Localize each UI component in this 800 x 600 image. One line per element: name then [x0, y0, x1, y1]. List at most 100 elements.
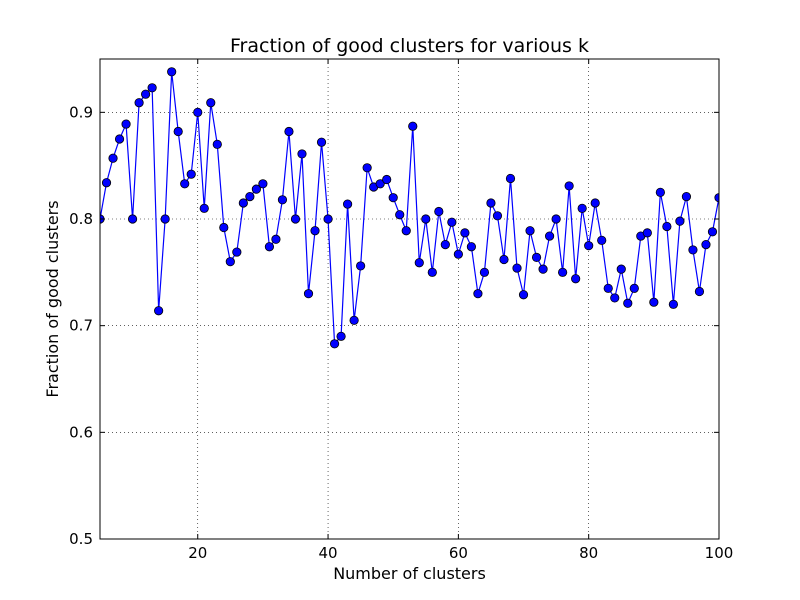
chart-title: Fraction of good clusters for various k: [230, 35, 589, 57]
x-tick-label: 20: [188, 544, 207, 562]
data-point: [408, 121, 418, 131]
plot-frame: [99, 58, 720, 540]
data-point: [342, 199, 353, 209]
y-tick-label: 0.5: [69, 530, 93, 548]
data-point: [512, 263, 522, 273]
data-point: [199, 203, 209, 213]
data-point: [329, 339, 340, 349]
data-point: [505, 173, 516, 184]
data-point: [649, 297, 659, 307]
data-point: [434, 206, 444, 217]
y-tick-label: 0.7: [69, 317, 93, 335]
data-point: [316, 137, 327, 147]
data-point: [336, 331, 346, 341]
x-axis-label: Number of clusters: [333, 564, 486, 583]
data-point: [323, 214, 333, 224]
data-point: [414, 258, 424, 268]
data-point: [127, 214, 138, 224]
data-point: [212, 139, 222, 149]
data-point: [232, 247, 242, 257]
data-point: [473, 289, 483, 299]
data-point: [623, 298, 633, 308]
data-point: [225, 257, 235, 267]
y-tick-label: 0.8: [69, 210, 93, 228]
x-tick-label: 60: [449, 544, 468, 562]
data-point: [167, 67, 177, 77]
data-point: [610, 293, 620, 303]
data-point: [362, 163, 372, 173]
data-point: [675, 216, 685, 226]
series-line: [100, 71, 719, 346]
data-point: [303, 289, 314, 299]
data-point: [564, 181, 574, 191]
data-point: [251, 184, 261, 194]
data-point: [707, 227, 718, 237]
data-point: [186, 169, 196, 179]
data-point: [486, 198, 496, 208]
data-point: [551, 214, 561, 224]
data-point: [264, 242, 275, 252]
data-point: [290, 214, 301, 224]
data-point: [479, 267, 490, 277]
data-point: [597, 235, 607, 245]
data-point: [147, 83, 157, 93]
data-point: [453, 249, 463, 259]
data-point: [616, 264, 626, 274]
data-point: [349, 315, 359, 325]
data-point: [271, 234, 281, 244]
data-point: [219, 222, 229, 233]
data-point: [603, 283, 613, 293]
data-point: [277, 195, 288, 205]
x-tick-labels: 20 40 60 80 100: [188, 544, 733, 562]
data-point: [584, 241, 594, 251]
data-point: [655, 187, 665, 197]
data-point: [681, 192, 692, 202]
data-point: [447, 217, 457, 227]
data-point: [395, 210, 405, 220]
data-point: [382, 174, 392, 185]
data-point: [134, 98, 144, 108]
data-point: [108, 153, 118, 163]
data-point: [558, 267, 568, 277]
data-point: [356, 261, 366, 271]
data-point: [388, 193, 398, 203]
data-point: [694, 286, 705, 297]
x-tick-label: 40: [319, 544, 338, 562]
data-point: [629, 283, 639, 293]
data-point: [571, 274, 581, 284]
data-point: [375, 179, 385, 189]
data-point: [492, 211, 503, 221]
data-point: [460, 228, 470, 238]
data-point: [206, 98, 216, 108]
data-point: [154, 306, 164, 316]
data-point: [238, 198, 248, 208]
data-point: [310, 226, 320, 236]
x-tick-label: 100: [705, 544, 734, 562]
data-point: [121, 119, 131, 129]
data-point: [284, 126, 294, 137]
data-point: [401, 226, 411, 236]
data-point: [114, 134, 125, 144]
data-point: [101, 178, 112, 188]
data-point: [538, 264, 548, 274]
data-point: [193, 107, 203, 117]
data-point: [642, 228, 652, 238]
x-tick-label: 80: [579, 544, 598, 562]
data-point: [258, 179, 268, 189]
data-point: [544, 231, 555, 241]
y-tick-label: 0.9: [69, 103, 93, 121]
data-point: [466, 242, 476, 252]
data-point: [668, 299, 678, 309]
data-point: [427, 267, 437, 277]
data-point: [297, 149, 307, 159]
data-point: [160, 214, 170, 224]
data-point: [531, 252, 542, 262]
data-point: [701, 240, 711, 250]
data-point: [421, 214, 431, 224]
series-markers: [100, 67, 719, 349]
data-point: [590, 198, 600, 208]
y-tick-label: 0.6: [69, 423, 93, 441]
data-point: [688, 245, 698, 255]
